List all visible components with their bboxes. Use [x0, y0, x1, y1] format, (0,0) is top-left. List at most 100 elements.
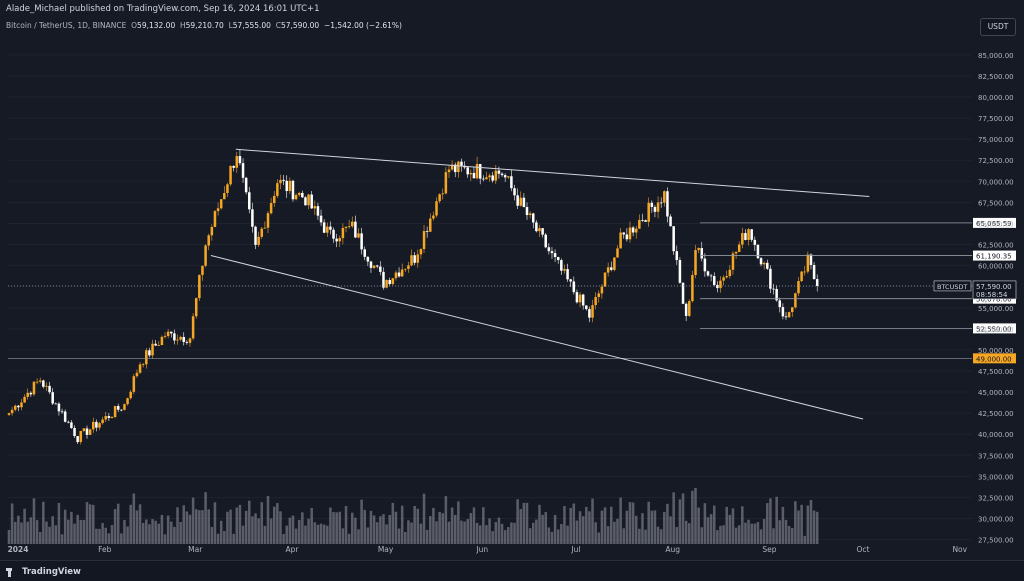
- candle-body: [794, 293, 797, 308]
- volume-bar: [775, 496, 778, 544]
- volume-bar: [120, 533, 123, 544]
- candle-body: [379, 266, 382, 272]
- candle-body: [219, 199, 223, 209]
- volume-bar: [57, 502, 61, 544]
- candle-body: [294, 194, 298, 200]
- volume-bar: [176, 507, 179, 544]
- candle-body: [73, 428, 76, 437]
- volume-bar: [794, 501, 797, 544]
- volume-bar: [45, 521, 48, 544]
- volume-bar: [126, 526, 129, 544]
- current-price-box: [972, 280, 1017, 300]
- tradingview-logo[interactable]: TradingView: [6, 566, 81, 578]
- y-tick-label: 67,500.00: [978, 199, 1014, 207]
- candle-body: [173, 333, 176, 341]
- volume-bar: [201, 510, 204, 544]
- volume-bar: [332, 512, 335, 544]
- volume-bar: [182, 505, 186, 544]
- candle-body: [341, 227, 345, 239]
- volume-bar: [272, 506, 276, 544]
- volume-bar: [429, 516, 432, 544]
- candle-body: [722, 277, 725, 281]
- candle-body: [700, 248, 704, 259]
- volume-bar: [185, 511, 189, 544]
- volume-bar: [310, 508, 313, 544]
- candle-body: [538, 228, 541, 232]
- currency-button[interactable]: USDT: [980, 18, 1016, 36]
- y-tick-label: 77,500.00: [978, 115, 1014, 123]
- volume-bar: [753, 523, 757, 544]
- trendlines[interactable]: [210, 148, 870, 420]
- candle-body: [787, 312, 791, 318]
- candle-body: [357, 233, 360, 238]
- trendline: [235, 148, 870, 197]
- candle-body: [653, 206, 657, 212]
- volume-bar: [88, 504, 92, 544]
- candle-body: [235, 156, 239, 168]
- candle-body: [544, 234, 547, 248]
- candle-body: [588, 309, 591, 318]
- volume-bar: [716, 530, 719, 544]
- volume-bar: [416, 508, 420, 544]
- volume-bar: [737, 525, 741, 544]
- candle-body: [279, 179, 282, 184]
- candle-body: [329, 226, 332, 230]
- y-tick-label: 50,000.00: [978, 347, 1014, 355]
- candle-body: [316, 206, 320, 216]
- volume-bar: [469, 513, 473, 544]
- candle-body: [422, 231, 426, 250]
- volume-bar: [79, 519, 83, 544]
- volume-bar: [762, 519, 766, 544]
- price-chart[interactable]: 65,065.59 61,190.35 56,078.00 52,550.00 49,0…: [0, 0, 1024, 560]
- level-label: 65,065.59: [976, 220, 1012, 228]
- candle-body: [126, 398, 129, 405]
- candle-body: [179, 336, 182, 340]
- volume-bar: [263, 525, 267, 544]
- volume-bar: [650, 510, 654, 544]
- candle-body: [95, 421, 98, 428]
- candle-body: [266, 213, 270, 228]
- volume-bar: [260, 502, 264, 544]
- candle-body: [347, 226, 351, 228]
- volume-bar: [285, 525, 288, 544]
- volume-bar: [634, 515, 638, 544]
- volume-bar: [500, 523, 504, 544]
- candle-body: [507, 176, 510, 178]
- volume-bar: [466, 519, 469, 544]
- candle-body: [332, 229, 335, 239]
- volume-bar: [360, 499, 363, 544]
- candle-body: [91, 421, 95, 430]
- candle-body: [425, 231, 429, 232]
- candle-body: [535, 222, 538, 232]
- horizontal-levels[interactable]: 65,065.59 61,190.35 56,078.00 52,550.00 49,0…: [8, 217, 1016, 364]
- volume-bar: [569, 508, 572, 544]
- candle-body: [510, 176, 513, 189]
- volume-bar: [294, 528, 298, 544]
- volume-bar: [725, 506, 728, 544]
- volume-bar: [42, 501, 45, 544]
- candle-body: [198, 274, 201, 299]
- candle-body: [703, 258, 707, 272]
- candle-body: [790, 307, 794, 313]
- volume-bar: [129, 504, 132, 544]
- candle-body: [800, 271, 803, 282]
- volume-bar: [297, 519, 301, 544]
- x-tick-label: 2024: [8, 545, 29, 554]
- volume-bar: [157, 523, 161, 544]
- time-axis[interactable]: 2024 Feb Mar Apr May Jun Jul Aug Sep Oct Nov: [8, 545, 968, 554]
- volume-bar: [734, 527, 738, 544]
- symbol-legend[interactable]: Bitcoin / TetherUS, 1D, BINANCE O59,132.…: [6, 21, 402, 30]
- volume-bar: [494, 522, 498, 544]
- candle-body: [566, 269, 569, 280]
- volume-bar: [17, 515, 20, 544]
- volume-bar: [375, 522, 379, 544]
- candle-body: [129, 391, 132, 399]
- volume-bar: [350, 512, 354, 544]
- volume-bar: [475, 522, 479, 544]
- y-tick-label: 60,000.00: [978, 263, 1014, 271]
- volume-bar: [170, 521, 173, 544]
- volume-bar: [173, 526, 176, 544]
- candle-body: [42, 380, 45, 387]
- x-tick-label: Oct: [857, 545, 870, 554]
